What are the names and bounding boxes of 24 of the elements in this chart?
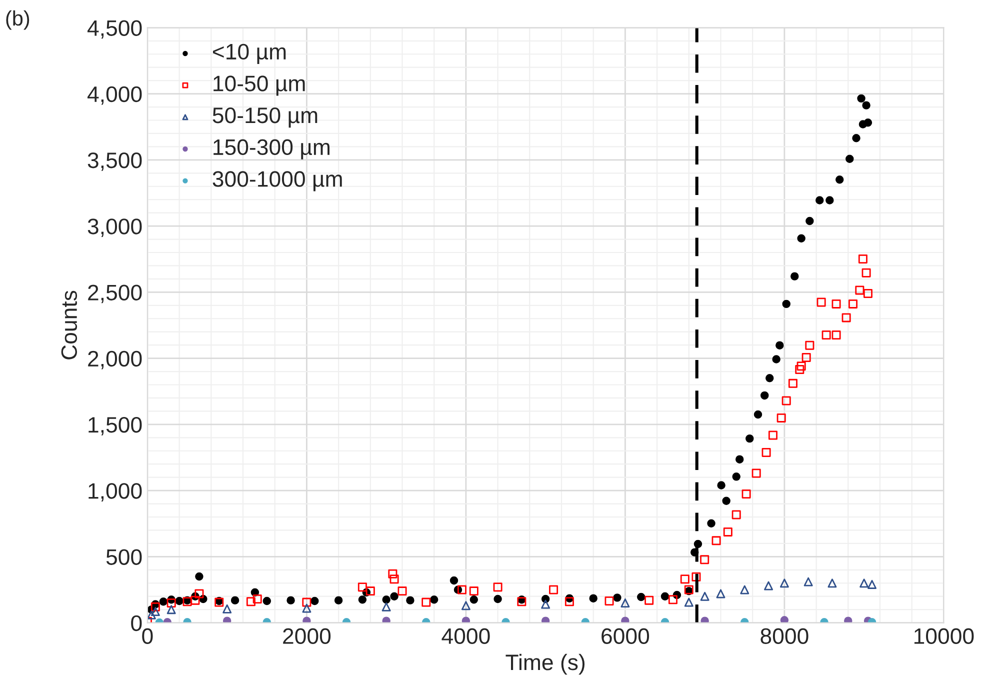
text: (b) (6, 10, 30, 30)
y-tick-label: 4,500 (87, 20, 142, 39)
legend-label: 150-300 µm (214, 139, 330, 160)
y-axis-title: Counts (61, 290, 78, 360)
x-axis-title: Time (s) (506, 654, 585, 675)
y-tick-label: 2,000 (88, 350, 142, 370)
y-tick-label: 1,000 (88, 483, 142, 502)
x-tick-label: 8000 (760, 628, 808, 644)
y-tick-label: 4,000 (87, 86, 142, 105)
x-tick-label: 6000 (602, 628, 650, 644)
y-tick-label: 2,500 (88, 284, 142, 304)
y-tick-label: 0 (131, 615, 142, 632)
x-tick-label: 2000 (283, 628, 331, 644)
legend-label: <10 µm (212, 44, 286, 64)
y-tick-label: 3,000 (88, 218, 142, 237)
y-tick-label: 1,500 (88, 416, 142, 436)
x-tick-label: 0 (142, 628, 153, 644)
legend-label: 300-1000 µm (212, 171, 342, 192)
x-tick-label: 10000 (914, 628, 974, 644)
y-tick-label: 500 (106, 549, 142, 565)
legend-label: 10-50 µm (214, 76, 305, 96)
legend-label: 50-150 µm (212, 107, 318, 128)
x-tick-label: 4000 (442, 628, 490, 644)
y-tick-label: 3,500 (88, 152, 142, 171)
